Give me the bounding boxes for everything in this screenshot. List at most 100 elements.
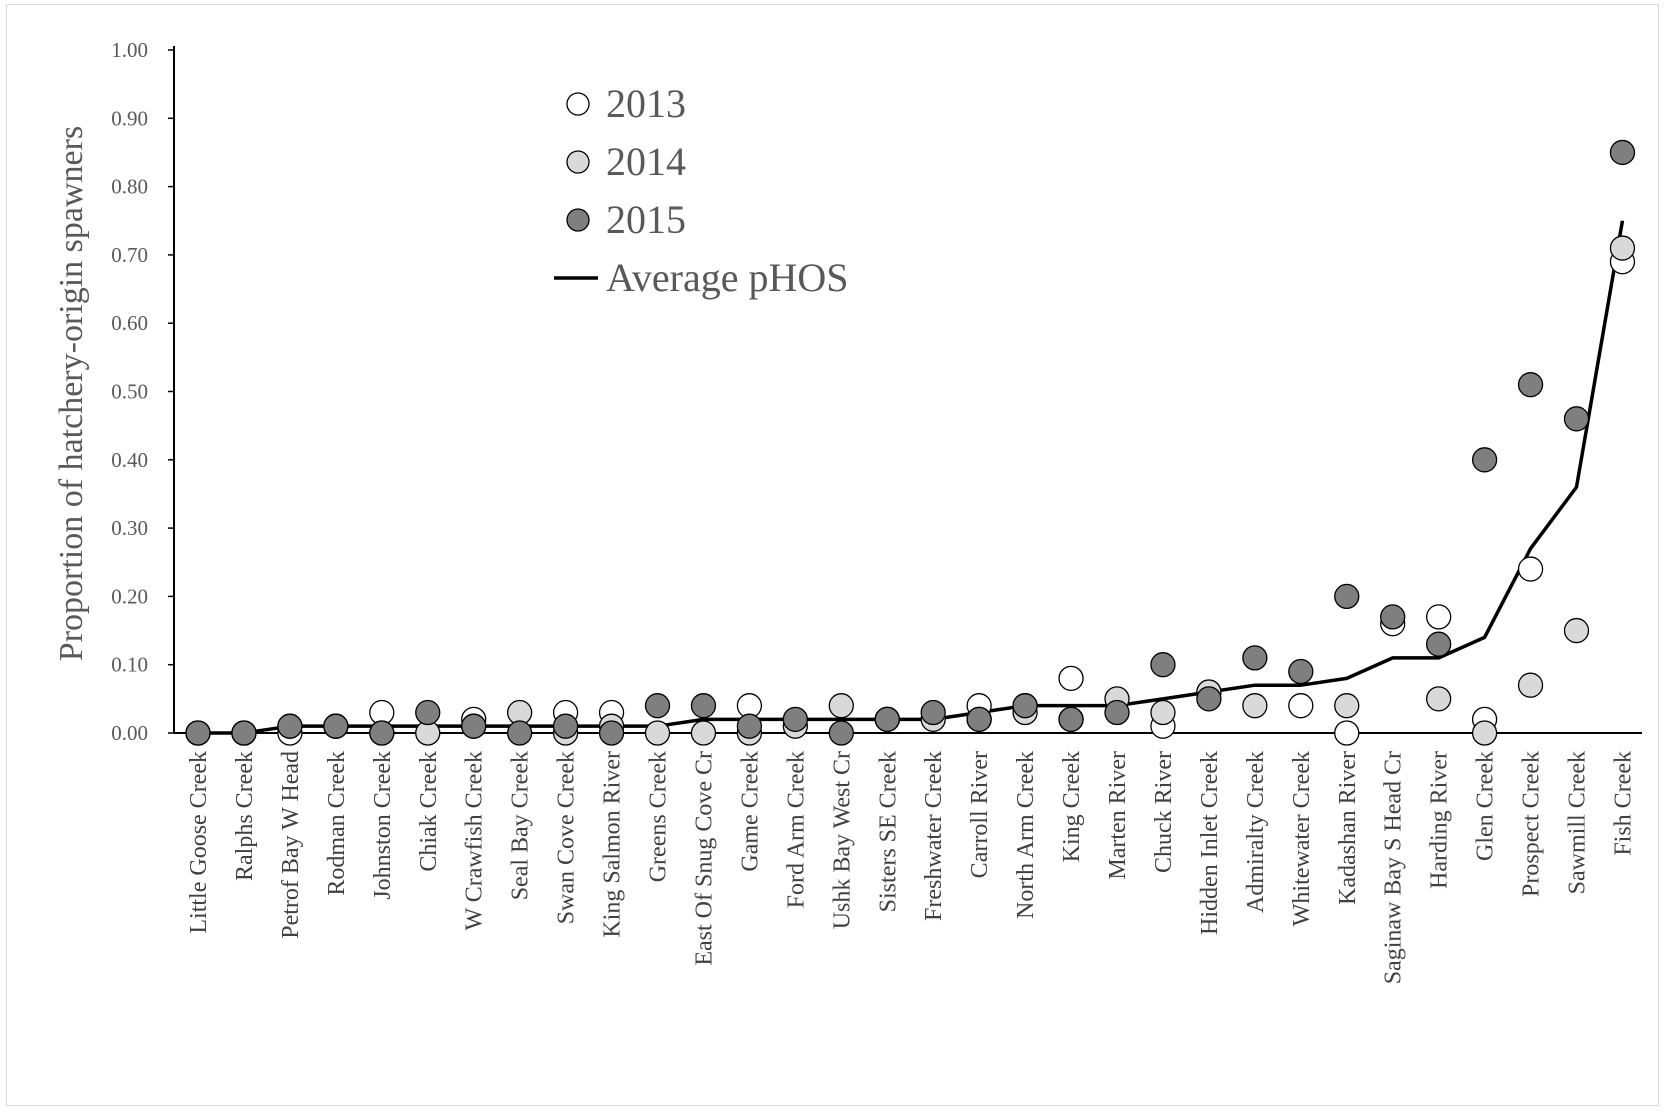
x-tick-label: King Creek xyxy=(1059,751,1085,862)
x-tick-label: Hidden Inlet Creek xyxy=(1197,751,1223,935)
point-2015 xyxy=(920,699,946,726)
point-2013 xyxy=(1426,604,1452,630)
point-2015 xyxy=(1288,658,1314,685)
point-2015 xyxy=(1242,645,1268,671)
y-tick-label: 0.40 xyxy=(111,448,148,472)
legend-label: Average pHOS xyxy=(606,255,849,300)
y-tick-label: 0.30 xyxy=(111,516,148,540)
x-tick-label: Ford Arm Creek xyxy=(783,751,809,908)
point-2015 xyxy=(782,706,808,732)
x-tick-label: Whitewater Creek xyxy=(1289,751,1315,926)
point-2015 xyxy=(598,720,625,746)
point-2015 xyxy=(185,720,211,746)
x-tick-label: Sisters SE Creek xyxy=(875,751,901,912)
y-tick-label: 0.90 xyxy=(111,106,148,130)
point-2014 xyxy=(690,720,717,746)
point-2015 xyxy=(644,693,671,719)
average-phos-line xyxy=(198,220,1625,735)
x-tick-label: Swan Cove Creek xyxy=(554,751,580,924)
y-tick-label: 0.00 xyxy=(111,721,148,745)
point-2015 xyxy=(461,713,487,739)
x-tick-label: Fish Creek xyxy=(1610,751,1636,856)
point-2013 xyxy=(1334,720,1360,746)
point-2015 xyxy=(1471,447,1498,473)
x-tick-label: Johnston Creek xyxy=(370,751,396,900)
x-tick-label: Game Creek xyxy=(737,751,763,872)
x-tick-label: Marten River xyxy=(1105,751,1131,880)
legend-label: 2013 xyxy=(606,81,686,126)
legend-marker-2013 xyxy=(566,92,590,116)
x-tick-label: Ralphs Creek xyxy=(232,751,258,881)
point-2014 xyxy=(644,720,671,746)
legend-label: 2015 xyxy=(606,197,686,242)
point-2014 xyxy=(1150,699,1176,726)
y-tick-label: 0.10 xyxy=(111,653,148,677)
x-tick-label: Chuck River xyxy=(1151,751,1177,873)
x-tick-label: Saginaw Bay S Head Cr xyxy=(1381,751,1407,984)
point-2015 xyxy=(323,713,349,739)
x-tick-label: W Crawfish Creek xyxy=(462,751,488,931)
point-2014 xyxy=(1242,693,1268,719)
line-layer xyxy=(198,220,1625,735)
point-2015 xyxy=(369,720,395,746)
y-tick-label: 0.80 xyxy=(111,175,148,199)
x-tick-label: Petrof Bay W Head xyxy=(278,751,304,939)
x-tick-label: Little Goose Creek xyxy=(186,751,212,934)
point-2015 xyxy=(277,713,303,739)
point-2015 xyxy=(1104,699,1130,726)
point-2015 xyxy=(1150,652,1176,678)
point-2015 xyxy=(1563,406,1590,432)
point-2013 xyxy=(1288,693,1314,719)
point-2014 xyxy=(1471,720,1498,746)
point-2015 xyxy=(1012,693,1038,719)
x-tick-label: Sawmill Creek xyxy=(1565,751,1591,894)
points-layer xyxy=(185,139,1636,746)
x-tick-label: Prospect Creek xyxy=(1519,751,1545,897)
point-2014 xyxy=(1334,693,1360,719)
x-tick-label: Greens Creek xyxy=(646,751,672,882)
x-tick-label: Admiralty Creek xyxy=(1243,751,1269,913)
point-2015 xyxy=(1380,604,1406,630)
legend-marker-2014 xyxy=(566,150,590,174)
legend-marker-2015 xyxy=(566,208,590,232)
point-2014 xyxy=(828,693,854,719)
point-2015 xyxy=(231,720,257,746)
x-tick-label: Seal Bay Creek xyxy=(508,751,534,900)
x-tick-label: Ushk Bay West Cr xyxy=(829,751,855,929)
point-2013 xyxy=(1058,665,1084,692)
x-tick-label: East Of Snug Cove Cr xyxy=(691,751,717,966)
point-2015 xyxy=(1609,139,1636,166)
x-tick-label: Chiak Creek xyxy=(416,751,442,872)
point-2015 xyxy=(1426,631,1452,657)
point-2015 xyxy=(1517,372,1544,398)
y-tick-label: 0.50 xyxy=(111,380,148,404)
point-2015 xyxy=(507,720,533,746)
point-2014 xyxy=(1517,672,1544,698)
legend-label: 2014 xyxy=(606,139,686,184)
point-2013 xyxy=(1517,556,1544,582)
chart-frame xyxy=(6,4,1659,1106)
x-tick-label: King Salmon River xyxy=(600,751,626,938)
point-2015 xyxy=(690,693,717,719)
point-2015 xyxy=(1058,706,1084,732)
point-2015 xyxy=(736,713,763,739)
y-axis-label: Proportion of hatchery-origin spawners xyxy=(53,126,90,661)
point-2015 xyxy=(415,699,441,726)
point-2015 xyxy=(552,713,579,739)
x-tick-label: Rodman Creek xyxy=(324,751,350,896)
x-tick-label: North Arm Creek xyxy=(1013,751,1039,919)
point-2015 xyxy=(1196,686,1222,712)
x-tick-label: Freshwater Creek xyxy=(921,751,947,921)
point-2015 xyxy=(828,720,854,746)
point-2014 xyxy=(1426,686,1452,712)
y-tick-label: 1.00 xyxy=(111,38,148,62)
y-tick-label: 0.70 xyxy=(111,243,148,267)
point-2015 xyxy=(966,706,992,732)
x-tick-label: Glen Creek xyxy=(1473,751,1499,861)
x-tick-label: Carroll River xyxy=(967,751,993,878)
x-tick-label: Kadashan River xyxy=(1335,751,1361,905)
point-2015 xyxy=(1334,583,1360,610)
ticks-layer: 0.00 0.10 0.20 0.30 0.40 0.50 0.60 0.70 0.80 0.90… xyxy=(111,38,1636,984)
legend: 2013 2014 2015 Average pHOS xyxy=(554,81,849,300)
